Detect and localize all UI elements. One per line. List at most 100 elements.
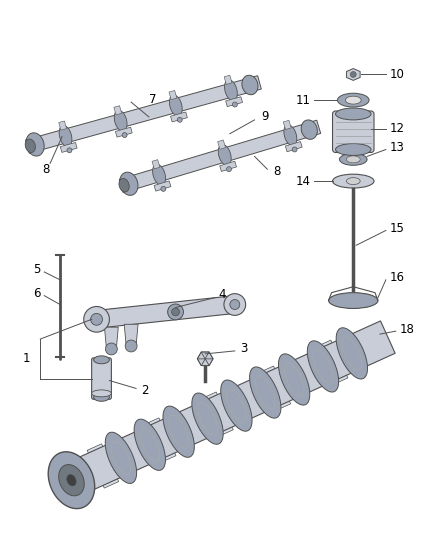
Ellipse shape <box>328 293 378 309</box>
Polygon shape <box>87 444 119 488</box>
Circle shape <box>292 147 297 152</box>
Text: 10: 10 <box>390 68 405 81</box>
Polygon shape <box>48 452 95 508</box>
Circle shape <box>161 187 166 191</box>
Text: 4: 4 <box>218 288 226 301</box>
Polygon shape <box>242 75 258 95</box>
Polygon shape <box>120 172 138 196</box>
Text: 11: 11 <box>296 94 311 107</box>
Text: 7: 7 <box>149 93 157 106</box>
Polygon shape <box>152 160 160 169</box>
Polygon shape <box>60 142 77 152</box>
Polygon shape <box>197 359 205 366</box>
Text: 9: 9 <box>261 110 269 124</box>
Text: 15: 15 <box>390 222 405 235</box>
Polygon shape <box>114 106 122 115</box>
Ellipse shape <box>346 177 360 184</box>
Polygon shape <box>59 465 84 496</box>
Text: 16: 16 <box>390 271 405 284</box>
Polygon shape <box>220 161 237 172</box>
Text: 6: 6 <box>33 287 40 300</box>
Ellipse shape <box>339 154 367 165</box>
Text: 12: 12 <box>390 122 405 135</box>
Circle shape <box>125 340 137 352</box>
Polygon shape <box>226 96 243 107</box>
Polygon shape <box>202 392 233 436</box>
Text: 14: 14 <box>296 175 311 188</box>
Polygon shape <box>170 112 187 122</box>
Circle shape <box>226 167 231 172</box>
Ellipse shape <box>94 393 110 401</box>
FancyBboxPatch shape <box>332 111 374 152</box>
Text: 8: 8 <box>42 163 50 176</box>
Circle shape <box>84 306 110 332</box>
Polygon shape <box>154 181 171 191</box>
Polygon shape <box>279 354 310 405</box>
Polygon shape <box>25 139 35 152</box>
Polygon shape <box>114 110 127 131</box>
Polygon shape <box>197 352 205 359</box>
Polygon shape <box>60 321 395 498</box>
Ellipse shape <box>336 143 371 156</box>
Polygon shape <box>307 341 339 392</box>
Polygon shape <box>95 296 236 328</box>
Polygon shape <box>170 95 182 116</box>
Polygon shape <box>59 125 72 147</box>
Ellipse shape <box>92 390 111 397</box>
Polygon shape <box>163 406 194 457</box>
FancyBboxPatch shape <box>92 358 111 399</box>
Circle shape <box>177 117 182 122</box>
Polygon shape <box>218 140 226 149</box>
Polygon shape <box>201 352 209 359</box>
Polygon shape <box>224 75 232 84</box>
Ellipse shape <box>346 156 360 163</box>
Circle shape <box>122 133 127 138</box>
Text: 1: 1 <box>23 352 30 365</box>
Circle shape <box>168 304 184 320</box>
Polygon shape <box>169 91 177 100</box>
Circle shape <box>224 294 246 316</box>
Ellipse shape <box>336 108 371 120</box>
Circle shape <box>172 308 180 316</box>
Circle shape <box>91 313 102 325</box>
Polygon shape <box>134 419 166 471</box>
Polygon shape <box>283 120 291 130</box>
Circle shape <box>350 71 356 77</box>
Circle shape <box>67 148 72 153</box>
Polygon shape <box>346 69 360 80</box>
Text: 18: 18 <box>400 322 414 336</box>
Ellipse shape <box>94 356 110 364</box>
Polygon shape <box>67 474 76 486</box>
Polygon shape <box>105 432 137 483</box>
Polygon shape <box>218 144 231 166</box>
Polygon shape <box>124 324 138 346</box>
Polygon shape <box>116 127 132 137</box>
Polygon shape <box>205 359 213 366</box>
Text: 2: 2 <box>141 384 148 397</box>
Polygon shape <box>336 328 367 379</box>
Polygon shape <box>26 133 44 156</box>
Polygon shape <box>201 359 209 366</box>
Circle shape <box>106 343 117 355</box>
Polygon shape <box>105 327 118 349</box>
Polygon shape <box>221 380 252 431</box>
Text: 13: 13 <box>390 141 405 154</box>
Polygon shape <box>192 393 223 445</box>
Polygon shape <box>119 179 129 192</box>
Text: 8: 8 <box>274 165 281 177</box>
Polygon shape <box>145 418 176 462</box>
Polygon shape <box>25 76 261 153</box>
Polygon shape <box>284 125 297 146</box>
Polygon shape <box>316 340 348 384</box>
Ellipse shape <box>337 93 369 107</box>
Polygon shape <box>59 121 67 130</box>
Circle shape <box>230 300 240 310</box>
Polygon shape <box>250 367 281 418</box>
Polygon shape <box>225 80 237 101</box>
Polygon shape <box>301 120 317 139</box>
Polygon shape <box>259 366 291 410</box>
Ellipse shape <box>332 174 374 188</box>
Polygon shape <box>285 142 302 152</box>
Text: 5: 5 <box>33 263 40 277</box>
Ellipse shape <box>346 96 361 104</box>
